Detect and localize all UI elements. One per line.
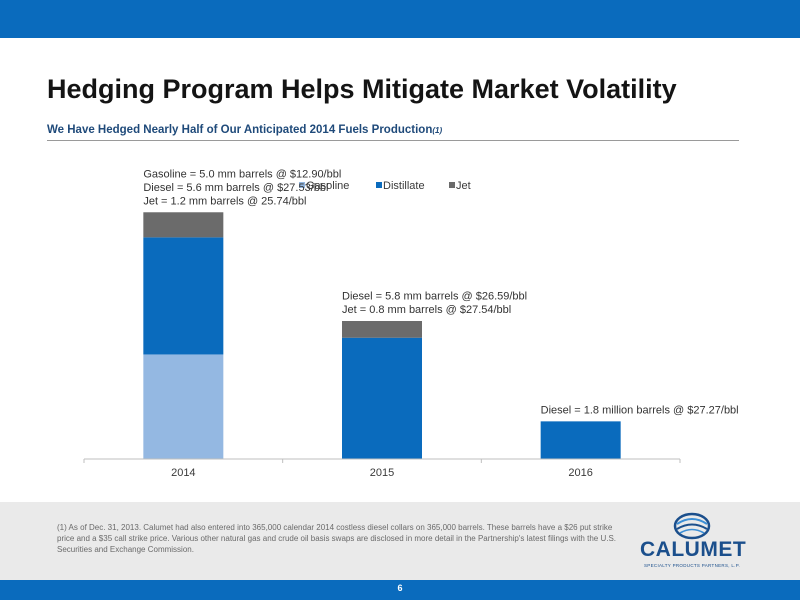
bar-2015-jet [342, 321, 422, 338]
annotation-2014-line-1: Gasoline = 5.0 mm barrels @ $12.90/bbl [143, 168, 341, 180]
x-tick-label-2014: 2014 [171, 467, 195, 479]
bottom-band: 6 [0, 580, 800, 600]
hedging-bar-chart: Gasoline Distillate Jet Gasoline = 5.0 mm b… [83, 168, 739, 479]
footer-band [0, 502, 800, 580]
annotation-2016-line-1: Diesel = 1.8 million barrels @ $27.27/bb… [541, 404, 739, 416]
legend-swatch-jet [449, 182, 455, 188]
page-title: Hedging Program Helps Mitigate Market Vo… [47, 74, 677, 104]
legend-label-jet: Jet [456, 180, 471, 192]
annotation-2014-line-2: Diesel = 5.6 mm barrels @ $27.53/bbl [143, 182, 328, 194]
page-number: 6 [397, 583, 403, 593]
logo-tagline: SPECIALTY PRODUCTS PARTNERS, L.P. [643, 563, 740, 568]
annotation-2015-line-1: Diesel = 5.8 mm barrels @ $26.59/bbl [342, 291, 527, 303]
legend-swatch-gasoline [299, 182, 305, 188]
bar-2014-gasoline [143, 354, 224, 459]
top-band [0, 0, 800, 38]
logo-wordmark: CALUMET [640, 538, 747, 561]
bar-2016-distillate [540, 421, 621, 459]
subtitle-divider [47, 140, 739, 141]
legend-label-distillate: Distillate [383, 180, 425, 192]
annotation-2014-line-3: Jet = 1.2 mm barrels @ 25.74/bbl [143, 195, 306, 207]
page-subtitle: We Have Hedged Nearly Half of Our Antici… [47, 124, 442, 136]
subtitle-footnote-ref: (1) [432, 126, 443, 135]
company-logo: CALUMET SPECIALTY PRODUCTS PARTNERS, L.P… [640, 512, 750, 574]
legend-swatch-distillate [376, 182, 382, 188]
footnote-text: (1) As of Dec. 31, 2013. Calumet had als… [57, 523, 616, 554]
bar-2014-jet [143, 212, 224, 238]
globe-logo-icon [673, 512, 711, 540]
x-tick-label-2015: 2015 [370, 467, 394, 479]
annotation-2015-line-2: Jet = 0.8 mm barrels @ $27.54/bbl [342, 304, 511, 316]
x-tick-label-2016: 2016 [568, 467, 592, 479]
bar-2014-distillate [143, 237, 224, 355]
legend-label-gasoline: Gasoline [306, 180, 349, 192]
bar-2015-distillate [342, 337, 422, 459]
subtitle-text: We Have Hedged Nearly Half of Our Antici… [47, 124, 433, 136]
